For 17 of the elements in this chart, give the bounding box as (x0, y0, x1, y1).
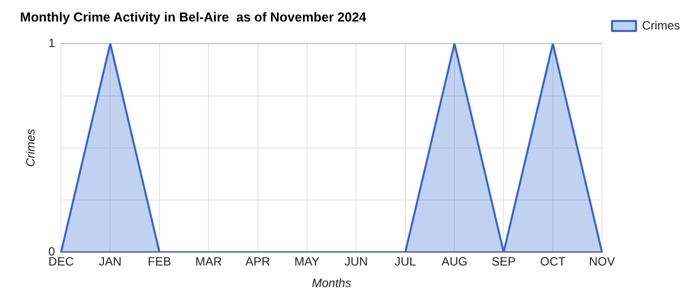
x-tick-label: FEB (148, 254, 172, 269)
chart-title: Monthly Crime Activity in Bel-Aire as of November 2024 (20, 9, 368, 24)
x-tick-label: JUL (394, 254, 416, 269)
x-tick-label: AUG (441, 254, 468, 269)
y-tick-label: 1 (48, 36, 56, 50)
x-axis-title: Months (312, 276, 352, 290)
x-tick-label: MAY (294, 254, 320, 269)
x-tick-label: APR (245, 254, 270, 269)
legend-label: Crimes (642, 18, 680, 32)
x-tick-label: OCT (540, 254, 566, 269)
x-tick-label: JAN (98, 254, 122, 269)
x-tick-label: DEC (48, 254, 74, 269)
x-tick-label: SEP (492, 254, 516, 269)
x-tick-label: JUN (344, 254, 368, 269)
y-axis-title: Crimes (24, 128, 38, 167)
x-tick-label: NOV (588, 254, 616, 269)
x-tick-label: MAR (195, 254, 222, 269)
